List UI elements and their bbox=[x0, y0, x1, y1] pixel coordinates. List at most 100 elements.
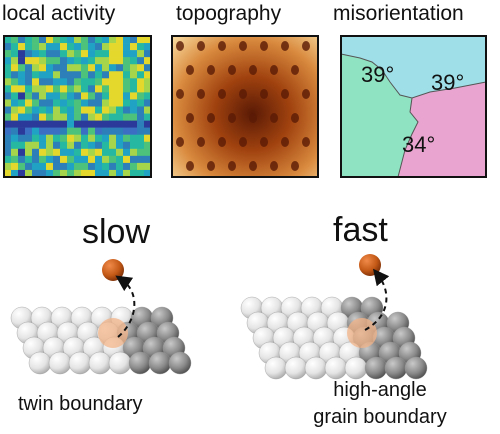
heatmap-cell bbox=[46, 169, 54, 178]
heatmap-cell bbox=[46, 141, 54, 150]
atom bbox=[284, 356, 308, 380]
heatmap-cell bbox=[116, 169, 124, 178]
heatmap-cell bbox=[102, 120, 110, 128]
grain-boundary-caption-line2: grain boundary bbox=[313, 406, 447, 428]
left-adatom bbox=[102, 259, 124, 281]
heatmap-cell bbox=[53, 50, 61, 58]
heatmap-cell bbox=[25, 162, 33, 171]
heatmap-cell bbox=[81, 106, 89, 114]
heatmap-cell bbox=[32, 99, 40, 107]
heatmap-cell bbox=[11, 57, 19, 65]
heatmap-cell bbox=[32, 155, 40, 164]
heatmap-cell bbox=[144, 85, 152, 93]
heatmap-cell bbox=[11, 127, 19, 135]
atom bbox=[108, 351, 132, 375]
heatmap-cell bbox=[130, 99, 138, 107]
heatmap-cell bbox=[39, 162, 47, 171]
heatmap-cell bbox=[95, 162, 103, 171]
heatmap-cell bbox=[137, 57, 145, 65]
heatmap-cell bbox=[137, 141, 145, 150]
heatmap-cell bbox=[74, 120, 82, 128]
topography-pit bbox=[197, 89, 205, 99]
heatmap-cell bbox=[25, 134, 33, 143]
heatmap-cell bbox=[137, 113, 145, 121]
heatmap-cell bbox=[116, 127, 124, 135]
heatmap-cell bbox=[123, 92, 131, 100]
heatmap-cell bbox=[95, 64, 103, 72]
heatmap-cell bbox=[144, 71, 152, 79]
heatmap-cell bbox=[123, 120, 131, 128]
heatmap-cell bbox=[32, 36, 40, 44]
heatmap-cell bbox=[81, 78, 89, 86]
heatmap-cell bbox=[102, 99, 110, 107]
heatmap-cell bbox=[144, 141, 152, 150]
heatmap-cell bbox=[130, 113, 138, 121]
heatmap-cell bbox=[74, 85, 82, 93]
topography-pit bbox=[186, 65, 194, 75]
heatmap-cell bbox=[25, 169, 33, 178]
heatmap-cell bbox=[81, 92, 89, 100]
heatmap-cell bbox=[74, 92, 82, 100]
heatmap-cell bbox=[32, 43, 40, 51]
misorientation-title: misorientation bbox=[333, 2, 464, 25]
heatmap-cell bbox=[130, 78, 138, 86]
heatmap-cell bbox=[109, 36, 117, 44]
heatmap-cell bbox=[109, 92, 117, 100]
heatmap-cell bbox=[109, 120, 117, 128]
atom bbox=[384, 356, 408, 380]
heatmap-cell bbox=[60, 141, 68, 150]
heatmap-cell bbox=[39, 155, 47, 164]
heatmap-cell bbox=[46, 43, 54, 51]
heatmap-cell bbox=[144, 148, 152, 157]
heatmap-cell bbox=[88, 134, 96, 143]
grain-top bbox=[341, 36, 486, 98]
heatmap-cell bbox=[137, 43, 145, 51]
heatmap-cell bbox=[130, 155, 138, 164]
heatmap-cell bbox=[74, 43, 82, 51]
heatmap-cell bbox=[67, 127, 75, 135]
topography-pit bbox=[228, 161, 236, 171]
heatmap-cell bbox=[116, 134, 124, 143]
heatmap-cell bbox=[123, 85, 131, 93]
heatmap-cell bbox=[137, 148, 145, 157]
heatmap-cell bbox=[60, 85, 68, 93]
heatmap-cell bbox=[39, 50, 47, 58]
twin-boundary-caption: twin boundary bbox=[18, 393, 143, 415]
heatmap-cell bbox=[32, 120, 40, 128]
heatmap-cell bbox=[81, 120, 89, 128]
heatmap-cell bbox=[116, 99, 124, 107]
heatmap-cell bbox=[53, 127, 61, 135]
heatmap-cell bbox=[102, 127, 110, 135]
heatmap-cell bbox=[53, 120, 61, 128]
heatmap-cell bbox=[46, 134, 54, 143]
heatmap-cell bbox=[4, 162, 12, 171]
heatmap-cell bbox=[32, 169, 40, 178]
heatmap-cell bbox=[4, 169, 12, 178]
heatmap-cell bbox=[11, 106, 19, 114]
heatmap-cell bbox=[4, 141, 12, 150]
heatmap-cell bbox=[88, 71, 96, 79]
heatmap-cell bbox=[53, 71, 61, 79]
heatmap-cell bbox=[144, 155, 152, 164]
heatmap-cell bbox=[102, 85, 110, 93]
heatmap-cell bbox=[4, 155, 12, 164]
heatmap-cell bbox=[74, 141, 82, 150]
heatmap-cell bbox=[123, 78, 131, 86]
topography-pit bbox=[186, 161, 194, 171]
heatmap-cell bbox=[11, 141, 19, 150]
heatmap-cell bbox=[67, 120, 75, 128]
topography-pit bbox=[260, 89, 268, 99]
heatmap-cell bbox=[46, 64, 54, 72]
heatmap-cell bbox=[144, 162, 152, 171]
heatmap-cell bbox=[74, 71, 82, 79]
heatmap-cell bbox=[53, 169, 61, 178]
heatmap-cell bbox=[60, 113, 68, 121]
grain-right bbox=[398, 82, 486, 177]
heatmap-cell bbox=[18, 50, 26, 58]
heatmap-cell bbox=[46, 78, 54, 86]
heatmap-cell bbox=[74, 113, 82, 121]
heatmap-cell bbox=[130, 162, 138, 171]
heatmap-cell bbox=[74, 78, 82, 86]
heatmap-cell bbox=[67, 148, 75, 157]
heatmap-cell bbox=[123, 127, 131, 135]
